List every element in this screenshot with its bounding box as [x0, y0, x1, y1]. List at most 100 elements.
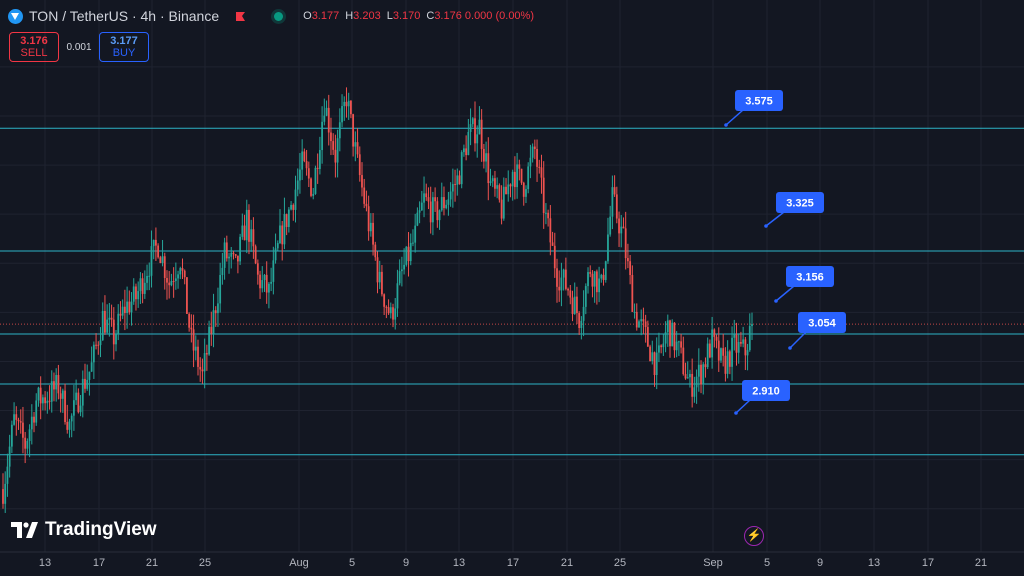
- candle: [194, 335, 197, 361]
- candle-body: [290, 204, 292, 210]
- candle: [376, 251, 379, 294]
- candle: [609, 205, 612, 237]
- candle: [217, 287, 219, 327]
- candle: [48, 385, 51, 410]
- candle-body: [405, 246, 408, 265]
- candle: [188, 312, 191, 332]
- candle-body: [110, 317, 113, 320]
- candle-body: [115, 334, 117, 345]
- candle-body: [263, 274, 266, 281]
- symbol-title[interactable]: TON / TetherUS · 4h · Binance: [29, 8, 220, 24]
- candle-body: [728, 351, 731, 367]
- flag-icon[interactable]: [235, 11, 246, 22]
- candle-body: [59, 393, 62, 399]
- candle: [79, 394, 82, 417]
- candle: [197, 339, 199, 376]
- candle: [168, 271, 171, 299]
- candle-body: [303, 151, 306, 162]
- candle-body: [22, 422, 24, 438]
- candle: [372, 213, 374, 256]
- candle-body: [228, 256, 230, 259]
- candle: [143, 270, 146, 299]
- candle: [263, 273, 266, 292]
- level-callout: 2.910: [734, 380, 790, 415]
- level-callouts: 3.575 3.325 3.156 3.054 2.910: [724, 90, 846, 415]
- candle: [403, 248, 405, 275]
- candle: [90, 346, 93, 372]
- callout-label: 2.910: [752, 386, 780, 398]
- brand-name: TradingView: [45, 519, 157, 540]
- candle: [584, 283, 587, 315]
- candle-body: [314, 167, 317, 194]
- candle-body: [589, 272, 592, 274]
- candle-body: [478, 119, 481, 135]
- candle: [737, 333, 740, 364]
- candle: [522, 181, 525, 206]
- buy-button[interactable]: 3.177 BUY: [99, 32, 149, 62]
- tradingview-logo[interactable]: TradingView: [11, 519, 157, 541]
- candle: [689, 369, 691, 388]
- candle-body: [135, 286, 137, 300]
- candle-body: [374, 244, 377, 258]
- candle-body: [252, 229, 255, 247]
- candle-body: [651, 352, 654, 362]
- candle-body: [640, 319, 643, 322]
- candle-body: [30, 416, 33, 430]
- candle: [190, 314, 193, 343]
- candle-body: [157, 245, 160, 258]
- candle: [691, 358, 694, 408]
- candle-body: [620, 226, 623, 234]
- candle: [10, 420, 13, 454]
- candle: [553, 232, 556, 278]
- candle: [17, 417, 20, 430]
- candle: [607, 217, 609, 264]
- lightning-icon[interactable]: ⚡: [744, 526, 764, 546]
- candle: [677, 340, 680, 356]
- candle-body: [686, 377, 689, 379]
- candle: [649, 344, 651, 362]
- candle: [542, 161, 545, 229]
- candle-body: [265, 274, 268, 293]
- candle: [485, 141, 487, 173]
- candle-body: [316, 167, 319, 169]
- candle-body: [146, 275, 148, 283]
- candle: [480, 109, 483, 162]
- candle: [265, 261, 268, 304]
- candle-body: [2, 489, 4, 504]
- candle-body: [708, 343, 711, 358]
- candle: [726, 340, 729, 379]
- sell-button[interactable]: 3.176 SELL: [9, 32, 59, 62]
- candle-body: [128, 301, 131, 313]
- candle-body: [330, 132, 332, 142]
- callout-box: [798, 312, 846, 333]
- candle: [686, 361, 689, 379]
- candle: [316, 153, 319, 184]
- candle: [283, 197, 286, 250]
- candle-body: [86, 379, 89, 389]
- candle: [214, 306, 217, 327]
- candle: [228, 252, 230, 274]
- candle: [525, 185, 527, 204]
- candle: [4, 471, 7, 513]
- candle-body: [629, 261, 632, 276]
- candle-body: [199, 366, 202, 370]
- chart-grid: [0, 0, 1024, 552]
- candle-body: [104, 310, 106, 333]
- candle: [744, 336, 747, 371]
- candle: [84, 363, 86, 393]
- candle: [212, 293, 215, 348]
- candle: [363, 178, 366, 209]
- candle-body: [108, 317, 111, 320]
- candle: [715, 334, 718, 349]
- candle: [250, 219, 253, 252]
- candle: [551, 231, 554, 246]
- candle-body: [279, 225, 281, 244]
- candle-body: [491, 178, 494, 182]
- candle: [507, 170, 510, 202]
- candle-body: [152, 239, 155, 247]
- candle-body: [48, 400, 51, 402]
- x-axis: 13 17 21 25 Aug 5 9 13 17 21 25 Sep 5 9 13 17 21: [0, 551, 1024, 569]
- candle: [294, 175, 297, 223]
- candle: [467, 118, 470, 156]
